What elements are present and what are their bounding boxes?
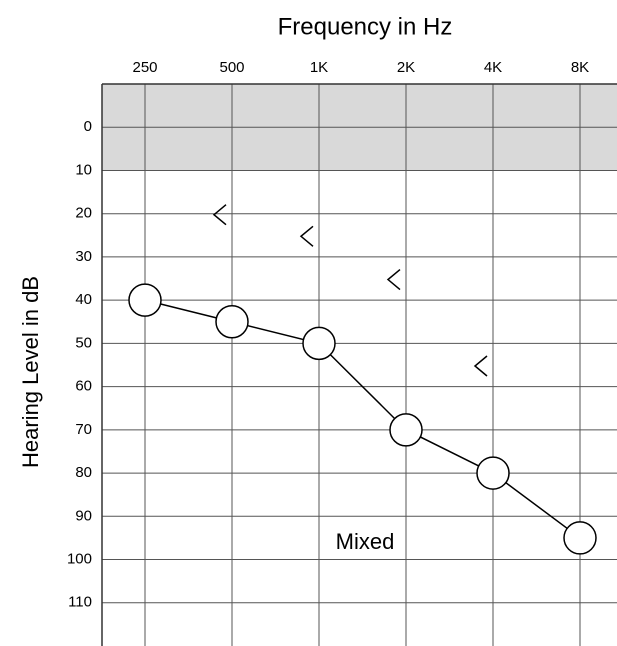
annotation: Mixed	[336, 529, 395, 554]
y-tick-label: 40	[75, 291, 92, 308]
bone-marker	[212, 204, 227, 226]
y-tick-label: 100	[67, 551, 92, 568]
air-marker	[476, 456, 510, 490]
y-tick-label: 0	[84, 118, 92, 135]
x-tick-label: 4K	[484, 59, 502, 76]
y-tick-label: 20	[75, 205, 92, 222]
x-tick-label: 1K	[310, 59, 328, 76]
y-tick-label: 50	[75, 334, 92, 351]
bone-marker	[299, 225, 314, 247]
air-marker	[302, 326, 336, 361]
chart-title: Frequency in Hz	[278, 13, 453, 40]
y-axis-label: Hearing Level in dB	[18, 276, 43, 468]
y-tick-label: 70	[75, 421, 92, 438]
y-tick-label: 110	[68, 594, 92, 611]
series-line	[144, 299, 581, 539]
y-tick-label: 60	[75, 378, 92, 395]
air-marker	[128, 283, 162, 317]
x-tick-label: 500	[219, 59, 244, 76]
y-tick-label: 90	[75, 507, 92, 524]
x-tick-label: 8K	[571, 59, 589, 76]
air-marker	[563, 521, 597, 555]
y-tick-label: 10	[75, 161, 92, 178]
y-tick-label: 30	[75, 248, 92, 265]
air-marker	[389, 413, 423, 447]
x-tick-label: 250	[132, 59, 157, 76]
bone-marker	[386, 268, 401, 291]
bone-marker	[473, 355, 488, 377]
y-tick-label: 80	[75, 464, 92, 481]
x-tick-label: 2K	[397, 59, 415, 76]
air-marker	[215, 305, 249, 339]
